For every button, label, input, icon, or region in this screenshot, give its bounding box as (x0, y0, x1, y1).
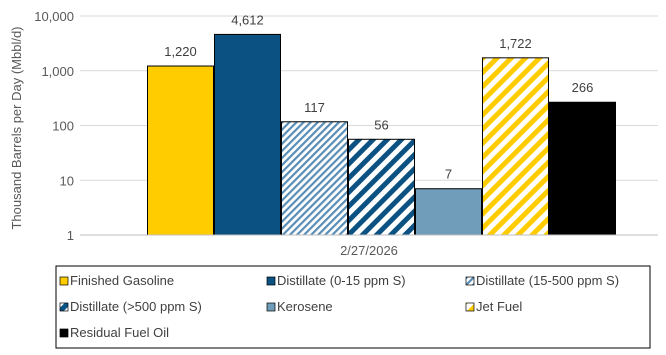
legend-label: Kerosene (277, 299, 333, 314)
legend-label: Residual Fuel Oil (70, 325, 169, 340)
y-tick-label: 1 (67, 228, 74, 243)
data-labels: 1,220 4,612 117 56 7 1,722 266 (164, 12, 593, 181)
y-tick-label: 10 (60, 173, 74, 188)
bar (348, 138, 415, 236)
legend-swatch (59, 302, 69, 312)
bar (549, 101, 616, 236)
legend-label: Distillate (>500 ppm S) (70, 299, 202, 314)
legend: Finished Gasoline Distillate (0-15 ppm S)… (55, 265, 651, 349)
data-label: 56 (374, 117, 388, 132)
bar (214, 33, 281, 236)
data-label: 7 (445, 167, 452, 182)
legend-swatch (59, 276, 69, 286)
legend-swatch (59, 328, 69, 338)
bar (482, 57, 549, 236)
x-axis: 2/27/2026 (80, 234, 658, 258)
data-label: 117 (304, 100, 325, 115)
data-label: 1,722 (499, 36, 532, 51)
legend-swatch (465, 302, 475, 312)
y-tick-label: 100 (52, 119, 74, 134)
data-label: 1,220 (164, 44, 197, 59)
data-label: 266 (572, 80, 594, 95)
legend-box (55, 265, 651, 349)
legend-swatch (266, 302, 276, 312)
legend-label: Distillate (15-500 ppm S) (476, 273, 619, 288)
bars (147, 33, 616, 236)
y-axis-ticks: 1 10 100 1,000 10,000 (34, 9, 74, 243)
legend-label: Distillate (0-15 ppm S) (277, 273, 406, 288)
bar (281, 121, 348, 236)
bar (147, 65, 214, 236)
y-axis-label: Thousand Barrels per Day (Mbbl/d) (9, 26, 24, 229)
legend-label: Jet Fuel (476, 299, 522, 314)
y-tick-label: 10,000 (34, 9, 74, 24)
bar (415, 188, 482, 236)
data-label: 4,612 (231, 12, 264, 27)
legend-swatch (266, 276, 276, 286)
x-category-label: 2/27/2026 (340, 243, 398, 258)
y-tick-label: 1,000 (41, 64, 74, 79)
legend-label: Finished Gasoline (70, 273, 174, 288)
legend-swatch (465, 276, 475, 286)
